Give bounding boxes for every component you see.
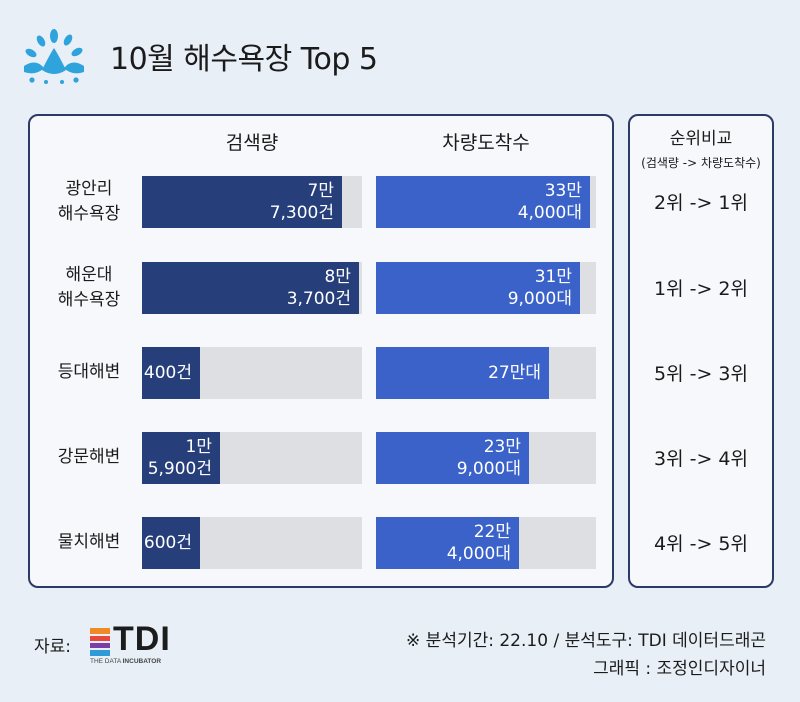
search-bar-track: 400건 (142, 347, 362, 399)
bar-value-line2: 7,300건 (269, 203, 334, 223)
rank-comparison-value: 5위 -> 3위 (654, 363, 748, 385)
bar-value-label: 8만 3,700건 (287, 262, 351, 314)
vehicle-arrival-bar: 31만 9,000대 (376, 262, 580, 314)
title-row: 10월 해수욕장 Top 5 (22, 28, 378, 84)
search-volume-bar: 7만 7,300건 (142, 176, 342, 228)
bar-value-label: 600건 (144, 517, 192, 569)
category-label: 강문해변 (34, 445, 144, 470)
bar-value-label: 33만 4,000대 (518, 176, 582, 228)
category-label-line1: 광안리 (65, 179, 113, 199)
vehicle-bar-track: 31만 9,000대 (376, 262, 596, 314)
category-label-line1: 해운대 (65, 265, 113, 285)
bar-value-label: 7만 7,300건 (270, 176, 334, 228)
graphic-credit: 그래픽 : 조정인디자이너 (593, 659, 766, 679)
bar-value-line2: 9,000대 (507, 289, 572, 309)
vehicle-bar-track: 27만대 (376, 347, 596, 399)
search-volume-bar: 1만 5,900건 (142, 432, 220, 484)
bar-value-line1: 22만 (473, 522, 511, 542)
bar-value-label: 27만대 (488, 347, 541, 399)
bar-value-line2: 3,700건 (286, 289, 351, 309)
vehicle-arrival-bar: 33만 4,000대 (376, 176, 590, 228)
series-header-search: 검색량 (225, 132, 279, 154)
logo-text: TDI (113, 620, 171, 658)
category-label-line2: 해수욕장 (57, 204, 121, 224)
category-label-line2: 해수욕장 (57, 290, 121, 310)
rank-panel (628, 114, 774, 588)
search-bar-track: 8만 3,700건 (142, 262, 362, 314)
tdi-logo-stripes-icon (90, 628, 110, 656)
bar-value-line1: 7만 (307, 181, 334, 201)
bar-value-line1: 23만 (483, 437, 521, 457)
bar-value-line1: 600건 (143, 533, 192, 553)
bar-value-line2: 5,900건 (147, 459, 212, 479)
search-bar-track: 7만 7,300건 (142, 176, 362, 228)
bar-value-label: 23만 9,000대 (457, 432, 521, 484)
category-label-line1: 강문해변 (57, 447, 121, 467)
search-volume-bar: 400건 (142, 347, 200, 399)
bar-value-label: 22만 4,000대 (447, 517, 511, 569)
rank-subheader: (검색량 -> 차량도착수) (641, 156, 761, 170)
logo-subtitle: THE DATA INCUBATOR (90, 658, 162, 665)
search-bar-track: 600건 (142, 517, 362, 569)
source-label: 자료: (34, 637, 72, 657)
bar-value-line1: 27만대 (488, 363, 541, 383)
bar-value-line1: 33만 (544, 181, 582, 201)
bar-value-line2: 9,000대 (456, 459, 521, 479)
chart-title: 10월 해수욕장 Top 5 (110, 42, 378, 77)
vehicle-bar-track: 22만 4,000대 (376, 517, 596, 569)
vehicle-bar-track: 33만 4,000대 (376, 176, 596, 228)
tdi-logo: TDI THE DATA INCUBATOR (90, 620, 190, 670)
search-volume-bar: 8만 3,700건 (142, 262, 359, 314)
rank-comparison-value: 4위 -> 5위 (654, 533, 748, 555)
rank-comparison-value: 2위 -> 1위 (654, 192, 748, 214)
bar-value-line1: 8만 (324, 267, 351, 287)
category-label-line1: 등대해변 (57, 362, 121, 382)
bar-value-line1: 31만 (534, 267, 572, 287)
bar-value-line1: 1만 (185, 437, 212, 457)
bar-value-label: 31만 9,000대 (508, 262, 572, 314)
series-header-vehicle: 차량도착수 (442, 132, 530, 154)
category-label: 물치해변 (34, 530, 144, 555)
rank-comparison-value: 1위 -> 2위 (654, 278, 748, 300)
vehicle-arrival-bar: 27만대 (376, 347, 549, 399)
category-label: 등대해변 (34, 360, 144, 385)
bar-value-line2: 4,000대 (517, 203, 582, 223)
rank-comparison-value: 3위 -> 4위 (654, 448, 748, 470)
vehicle-arrival-bar: 22만 4,000대 (376, 517, 519, 569)
search-bar-track: 1만 5,900건 (142, 432, 362, 484)
bar-value-label: 1만 5,900건 (148, 432, 212, 484)
analysis-note: ※ 분석기간: 22.10 / 분석도구: TDI 데이터드래곤 (406, 631, 766, 651)
rank-header: 순위비교 (669, 129, 733, 149)
search-volume-bar: 600건 (142, 517, 200, 569)
water-splash-icon (24, 29, 84, 84)
bar-value-line2: 4,000대 (446, 544, 511, 564)
bar-value-label: 400건 (144, 347, 192, 399)
vehicle-arrival-bar: 23만 9,000대 (376, 432, 529, 484)
vehicle-bar-track: 23만 9,000대 (376, 432, 596, 484)
category-label-line1: 물치해변 (57, 532, 121, 552)
bar-value-line1: 400건 (143, 363, 192, 383)
